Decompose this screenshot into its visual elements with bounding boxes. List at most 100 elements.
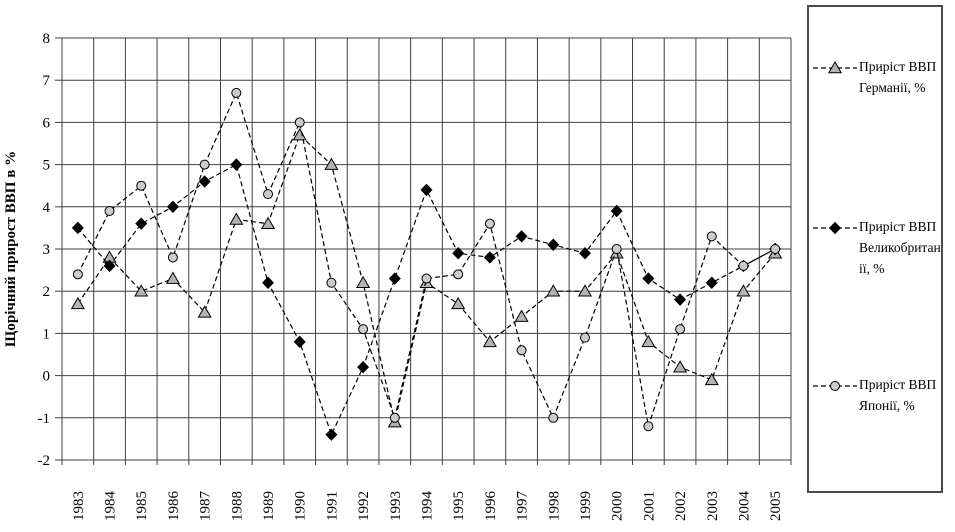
- x-axis-tick-label: 1996: [483, 491, 499, 522]
- y-axis-title: Щорічний прирост ВВП в %: [3, 151, 19, 347]
- legend-label-japan: Приріст ВВП Японії, %: [859, 377, 937, 413]
- triangle-marker-icon: [197, 305, 212, 318]
- circle-marker-icon: [199, 159, 210, 170]
- triangle-marker-icon: [70, 296, 85, 310]
- y-axis-tick-label: 3: [43, 242, 51, 258]
- y-axis-tick-label: 0: [43, 369, 51, 385]
- triangle-marker-icon: [165, 271, 180, 284]
- x-axis-tick-label: 1983: [71, 491, 87, 521]
- x-axis-tick-label: 1986: [166, 491, 182, 522]
- circle-marker-icon: [738, 260, 749, 271]
- x-axis-tick-label: 1984: [103, 491, 119, 522]
- legend-entry-germany: Приріст ВВП Германії, %: [813, 57, 943, 99]
- series-circle: [72, 87, 781, 432]
- triangle-marker-icon: [827, 60, 843, 74]
- diamond-marker-icon: [325, 428, 338, 441]
- circle-marker-icon: [104, 206, 115, 217]
- triangle-marker-icon: [229, 212, 244, 225]
- diamond-marker-icon: [452, 246, 465, 260]
- diamond-marker-icon: [483, 251, 496, 264]
- triangle-marker-icon: [673, 360, 688, 373]
- circle-marker-icon: [326, 277, 337, 288]
- x-axis-tick-label: 1988: [229, 491, 245, 521]
- circle-marker-icon: [294, 117, 305, 128]
- legend-entry-uk: Приріст ВВП Великобританії, %: [813, 217, 943, 280]
- x-axis-tick-label: 2003: [705, 491, 721, 521]
- diamond-marker-icon: [547, 238, 560, 252]
- legend-label-germany: Приріст ВВП Германії, %: [859, 59, 937, 95]
- x-axis-tick-label: 2004: [736, 491, 752, 522]
- diamond-marker-icon: [642, 272, 655, 285]
- diamond-marker-icon: [293, 335, 306, 349]
- triangle-marker-icon: [736, 284, 751, 297]
- triangle-marker-icon: [292, 128, 307, 141]
- triangle-marker-icon: [356, 275, 371, 289]
- triangle-marker-icon: [451, 296, 466, 310]
- x-axis-tick-label: 1989: [261, 491, 277, 521]
- triangle-marker-icon: [260, 216, 276, 229]
- diamond-marker-icon: [515, 230, 528, 243]
- circle-marker-icon: [358, 324, 369, 335]
- circle-marker-icon: [675, 324, 686, 335]
- x-axis-tick-label: 1999: [578, 491, 594, 521]
- circle-marker-icon: [770, 244, 781, 254]
- y-axis-tick-label: -1: [38, 411, 51, 427]
- circle-marker-icon: [643, 421, 654, 432]
- series-diamond: [71, 158, 782, 441]
- circle-marker-icon: [72, 269, 83, 280]
- circle-marker-icon: [136, 180, 147, 191]
- diamond-marker-icon: [103, 259, 116, 273]
- circle-marker-icon: [548, 412, 559, 423]
- legend-label-uk: Приріст ВВП Великобританії, %: [859, 219, 941, 276]
- triangle-marker-icon: [324, 157, 339, 170]
- triangle-marker-icon: [641, 334, 656, 348]
- diamond-marker-icon: [357, 360, 370, 374]
- circle-marker-icon: [579, 332, 590, 343]
- x-axis-tick-label: 1987: [198, 491, 214, 522]
- diamond-marker-icon: [71, 221, 84, 235]
- y-axis-tick-label: 8: [43, 31, 51, 47]
- diamond-marker-icon: [420, 183, 433, 197]
- y-axis-tick-label: 4: [43, 200, 51, 216]
- chart-legend: Приріст ВВП Германії, % Приріст ВВП Вели…: [807, 5, 943, 493]
- x-axis-tick-label: 1995: [451, 491, 467, 521]
- y-axis-tick-label: 7: [43, 73, 51, 89]
- circle-marker-icon: [830, 381, 840, 391]
- diamond-marker-icon: [829, 221, 841, 235]
- diamond-marker-icon: [198, 175, 211, 188]
- diamond-marker-icon: [578, 246, 591, 260]
- circle-marker-icon: [421, 273, 432, 284]
- circle-marker-icon: [813, 381, 857, 391]
- circle-marker-icon: [516, 345, 527, 356]
- circle-marker-icon: [453, 269, 464, 280]
- x-axis-tick-label: 1993: [388, 491, 404, 521]
- circle-marker-icon: [231, 87, 242, 98]
- diamond-marker-icon: [135, 217, 148, 230]
- y-axis-tick-label: 6: [43, 115, 51, 131]
- x-axis-tick-label: 2000: [610, 491, 626, 521]
- circle-marker-icon: [167, 252, 178, 263]
- x-axis-tick-label: 1991: [324, 491, 340, 521]
- x-axis-tick-label: 1997: [515, 491, 531, 522]
- circle-marker-icon: [484, 218, 495, 229]
- diamond-marker-icon: [388, 272, 401, 285]
- series-line: [77, 91, 776, 427]
- circle-marker-icon: [263, 189, 274, 200]
- x-axis-tick-label: 1990: [293, 491, 309, 521]
- diamond-marker-icon: [674, 293, 687, 306]
- y-axis-tick-label: -2: [38, 453, 51, 469]
- legend-entry-japan: Приріст ВВП Японії, %: [813, 375, 943, 417]
- diamond-marker-icon: [610, 204, 623, 218]
- triangle-marker-icon: [482, 334, 497, 348]
- x-axis-tick-label: 2005: [768, 491, 784, 521]
- diamond-marker-icon: [813, 221, 857, 235]
- triangle-marker-icon: [704, 372, 719, 386]
- triangle-marker-icon: [514, 309, 529, 322]
- triangle-marker-icon: [577, 284, 593, 297]
- circle-marker-icon: [389, 412, 400, 423]
- x-axis-tick-label: 2002: [673, 491, 689, 521]
- x-axis-tick-label: 2001: [641, 491, 657, 521]
- x-axis-tick-label: 1994: [420, 491, 436, 522]
- y-axis-tick-label: 2: [43, 284, 51, 300]
